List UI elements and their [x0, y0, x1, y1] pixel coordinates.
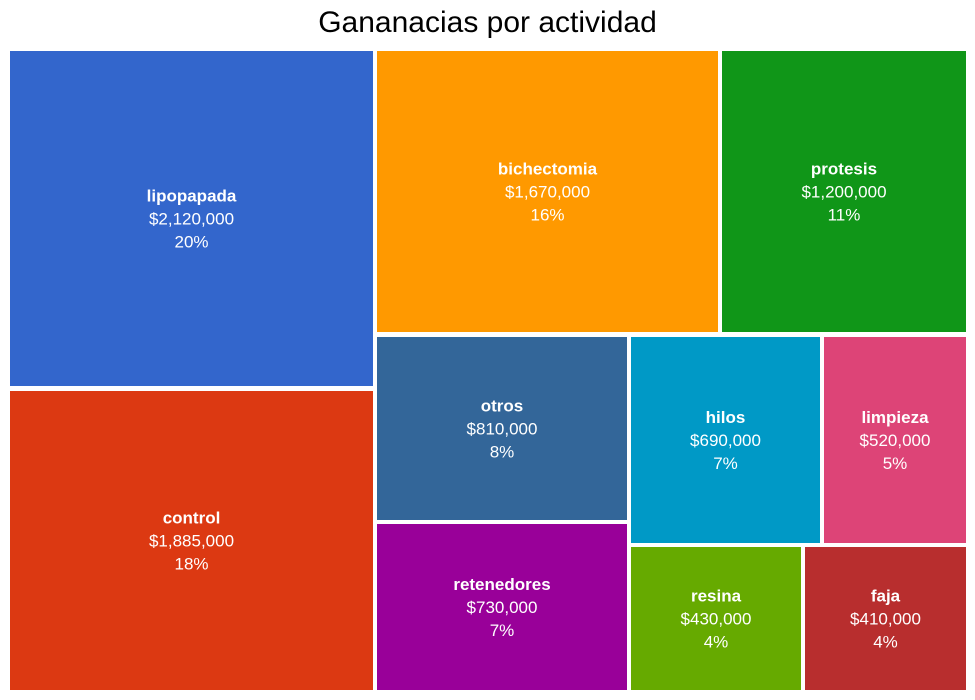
tile-label-retenedores: retenedores — [453, 575, 550, 594]
tile-percent-bichectomia: 16% — [530, 206, 564, 225]
tile-value-otros: $810,000 — [467, 420, 538, 439]
tile-retenedores: retenedores $730,000 7% — [377, 524, 627, 690]
tile-percent-faja: 4% — [873, 633, 898, 652]
tile-value-limpieza: $520,000 — [860, 431, 931, 450]
tile-value-control: $1,885,000 — [149, 532, 234, 551]
tile-rect-bichectomia — [377, 51, 718, 332]
tile-protesis: protesis $1,200,000 11% — [722, 51, 966, 332]
tile-label-otros: otros — [481, 397, 524, 416]
tile-rect-protesis — [722, 51, 966, 332]
tile-label-protesis: protesis — [811, 160, 877, 179]
tile-rect-otros — [377, 337, 627, 520]
tile-rect-retenedores — [377, 524, 627, 690]
tile-rect-hilos — [631, 337, 820, 543]
tile-rect-lipopapada — [10, 51, 373, 386]
tile-label-limpieza: limpieza — [861, 408, 929, 427]
tile-hilos: hilos $690,000 7% — [631, 337, 820, 543]
tile-label-control: control — [163, 509, 221, 528]
tile-value-resina: $430,000 — [681, 610, 752, 629]
tile-percent-control: 18% — [174, 555, 208, 574]
tile-rect-faja — [805, 547, 966, 690]
tile-value-bichectomia: $1,670,000 — [505, 183, 590, 202]
tile-label-hilos: hilos — [706, 408, 746, 427]
tile-label-bichectomia: bichectomia — [498, 160, 598, 179]
tile-percent-hilos: 7% — [713, 454, 738, 473]
tile-bichectomia: bichectomia $1,670,000 16% — [377, 51, 718, 332]
tile-percent-protesis: 11% — [828, 206, 861, 225]
tile-value-faja: $410,000 — [850, 610, 921, 629]
tile-otros: otros $810,000 8% — [377, 337, 627, 520]
tile-label-resina: resina — [691, 587, 742, 606]
tile-percent-otros: 8% — [490, 443, 515, 462]
chart-title: Gananacias por actividad — [318, 6, 657, 39]
tile-rect-resina — [631, 547, 801, 690]
tile-percent-resina: 4% — [704, 633, 729, 652]
tile-resina: resina $430,000 4% — [631, 547, 801, 690]
tile-control: control $1,885,000 18% — [10, 391, 373, 690]
tile-lipopapada: lipopapada $2,120,000 20% — [10, 51, 373, 386]
tile-rect-limpieza — [824, 337, 966, 543]
tile-value-protesis: $1,200,000 — [801, 183, 886, 202]
tile-percent-limpieza: 5% — [883, 454, 908, 473]
tile-label-faja: faja — [871, 587, 901, 606]
tile-percent-retenedores: 7% — [490, 621, 515, 640]
tile-rect-control — [10, 391, 373, 690]
tile-faja: faja $410,000 4% — [805, 547, 966, 690]
tile-value-hilos: $690,000 — [690, 431, 761, 450]
tile-value-retenedores: $730,000 — [467, 598, 538, 617]
tile-percent-lipopapada: 20% — [174, 233, 208, 252]
tile-label-lipopapada: lipopapada — [147, 187, 237, 206]
tile-value-lipopapada: $2,120,000 — [149, 210, 234, 229]
tile-limpieza: limpieza $520,000 5% — [824, 337, 966, 543]
